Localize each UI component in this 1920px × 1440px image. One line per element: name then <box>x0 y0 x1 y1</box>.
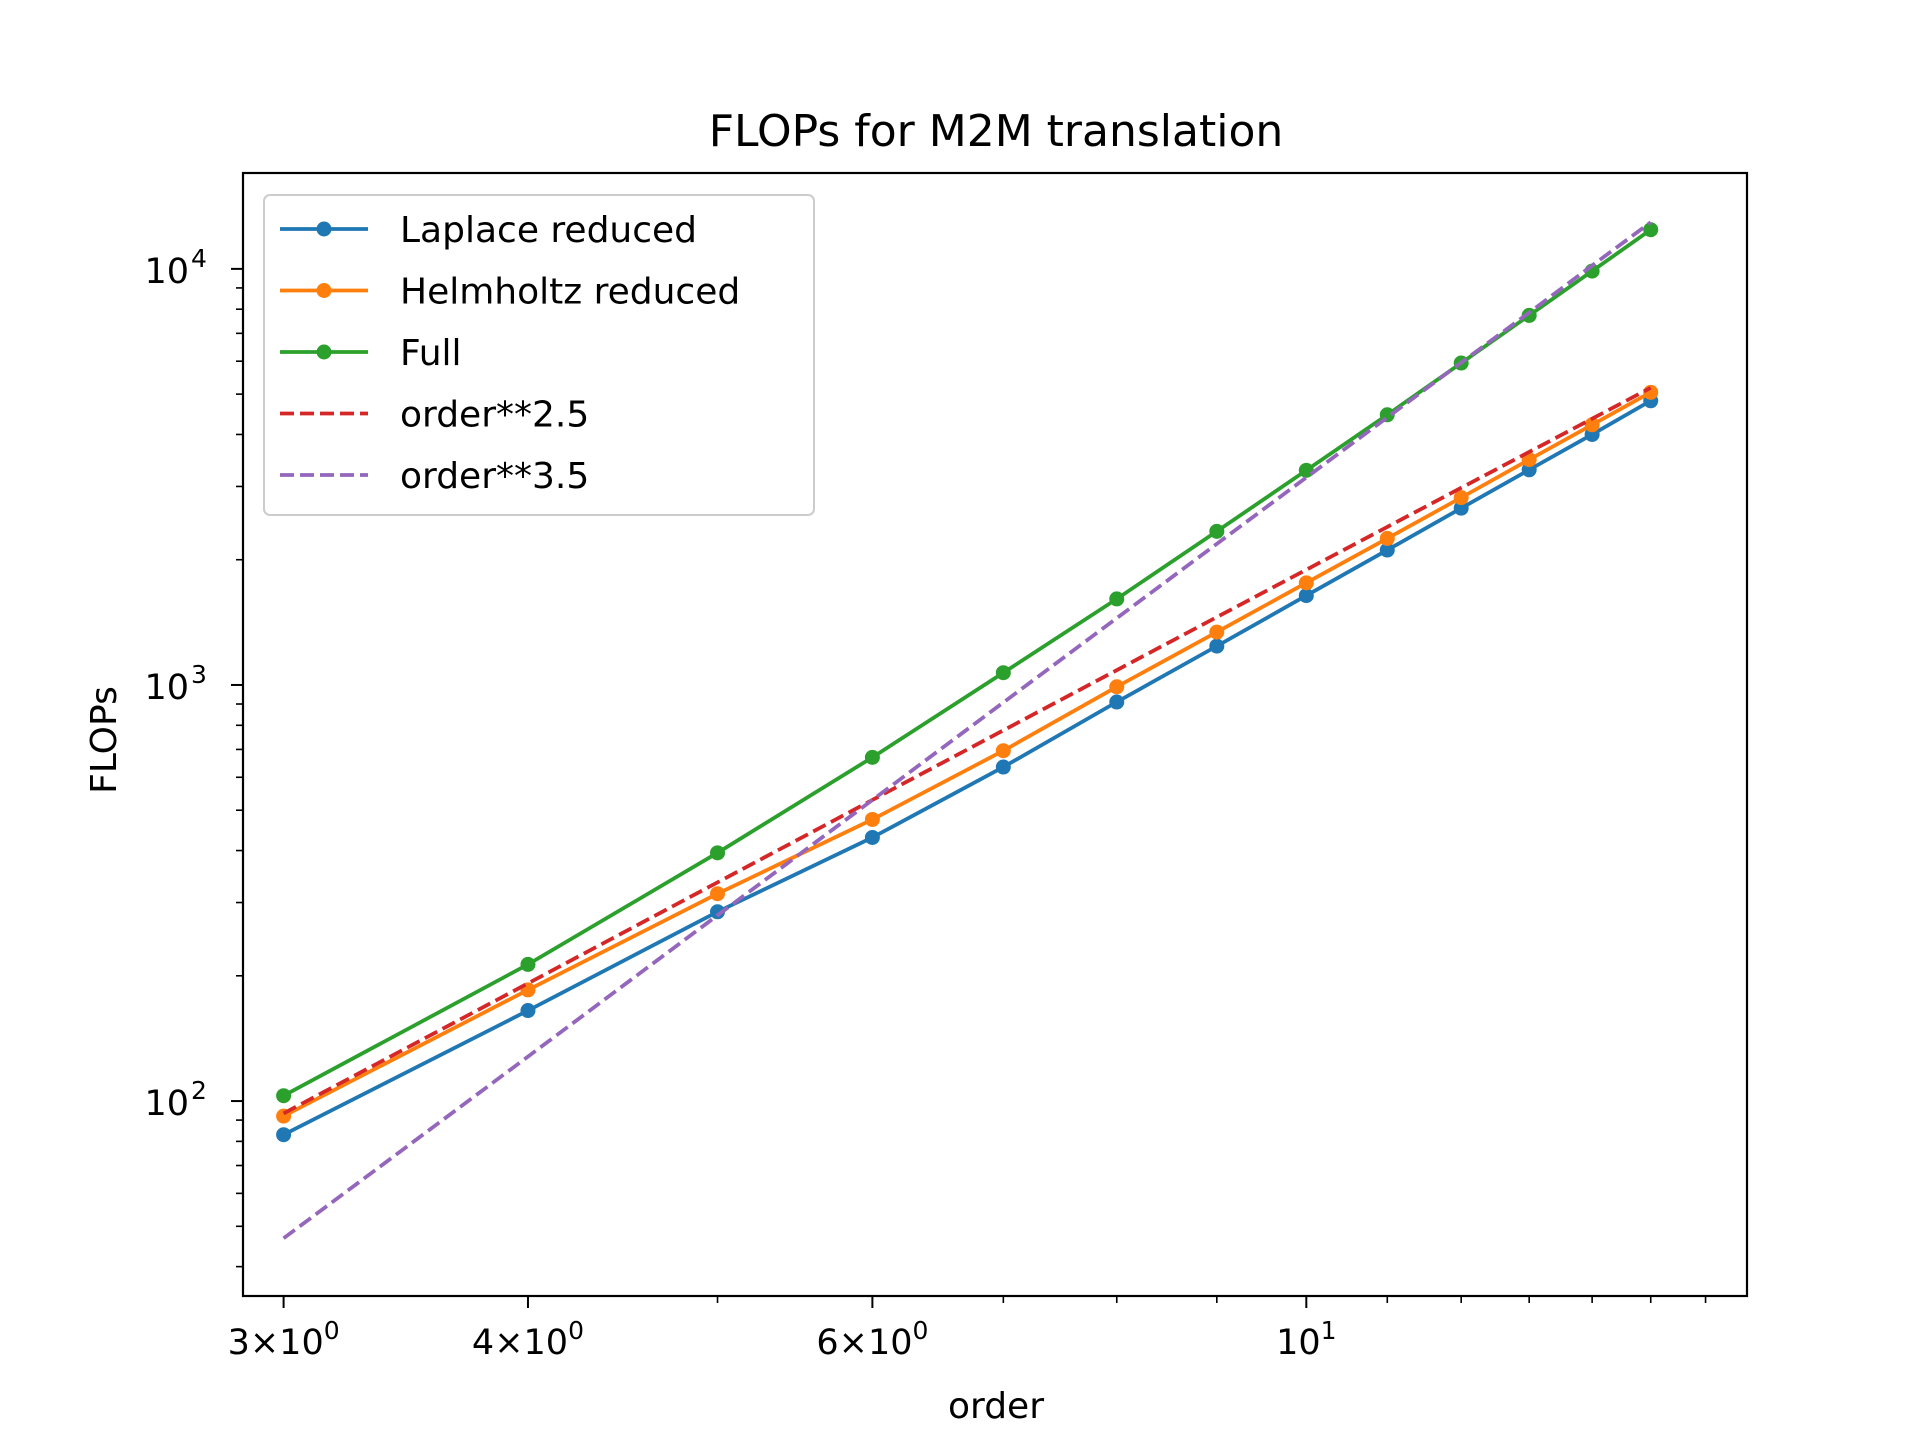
series-2-point-12 <box>1643 222 1659 238</box>
y-tick-exponent-1: 3 <box>191 660 207 689</box>
series-1-point-8 <box>1379 530 1395 546</box>
series-line-4 <box>282 220 1652 1240</box>
legend-label-1: Helmholtz reduced <box>400 272 740 313</box>
series-0-point-0 <box>276 1127 292 1143</box>
legend-label-2: Full <box>400 333 462 374</box>
x-tick-exponent-2: 0 <box>913 1316 929 1345</box>
axes-frame <box>241 171 1749 1298</box>
series-2-point-0 <box>276 1088 292 1104</box>
series-0-point-7 <box>1298 588 1314 604</box>
x-tick-exponent-1: 0 <box>568 1316 584 1345</box>
legend-entry-4: order**3.5 <box>280 456 589 497</box>
series-0-point-5 <box>1109 694 1125 710</box>
legend-entry-2: Full <box>280 333 462 374</box>
legend-entry-1: Helmholtz reduced <box>280 272 740 313</box>
x-tick-base-3: 10 <box>1276 1323 1321 1363</box>
series-layer <box>276 220 1659 1240</box>
y-tick-base-1: 10 <box>144 668 189 708</box>
x-tick-base-2: 10 <box>868 1323 913 1363</box>
x-tick-label-1: 4×100 <box>472 1316 584 1363</box>
y-tick-label-2: 10 <box>144 252 189 292</box>
x-tick-label-3: 101 <box>1276 1316 1336 1363</box>
x-tick-base-1: 10 <box>524 1323 569 1363</box>
legend-box <box>263 194 815 516</box>
y-axis-label: FLOPs <box>84 686 125 794</box>
x-tick-base-0: 10 <box>279 1323 324 1363</box>
legend-label-3: order**2.5 <box>400 395 589 436</box>
series-1-point-6 <box>1209 624 1225 640</box>
series-2-point-6 <box>1209 523 1225 539</box>
series-1-point-4 <box>995 743 1011 759</box>
x-tick-mantissa-2: 6 <box>816 1323 838 1363</box>
x-tick-exponent-0: 0 <box>324 1316 340 1345</box>
series-line-3 <box>282 386 1652 1116</box>
legend-marker-1 <box>316 283 332 298</box>
series-2-point-7 <box>1298 462 1314 478</box>
x-tick-label-0: 3×100 <box>228 1316 340 1363</box>
series-0-point-4 <box>995 759 1011 775</box>
y-tick-base-2: 10 <box>144 252 189 292</box>
series-0-point-6 <box>1209 638 1225 654</box>
series-1-point-3 <box>864 811 880 827</box>
series-0-point-8 <box>1379 542 1395 558</box>
series-0-point-9 <box>1453 500 1469 516</box>
series-1-point-7 <box>1298 575 1314 591</box>
x-tick-exponent-3: 1 <box>1321 1316 1337 1345</box>
legend-marker-2 <box>316 344 332 360</box>
series-2-point-5 <box>1109 591 1125 607</box>
x-tick-mantissa-0: 3 <box>228 1323 250 1363</box>
y-tick-base-0: 10 <box>144 1084 189 1124</box>
series-0-point-2 <box>710 904 726 920</box>
series-0-point-3 <box>864 829 880 845</box>
chart-title: FLOPs for M2M translation <box>709 106 1284 157</box>
series-1-point-5 <box>1109 679 1125 695</box>
x-axis-label: order <box>948 1386 1044 1427</box>
x-tick-times-1: × <box>494 1323 523 1363</box>
legend-label-4: order**3.5 <box>400 456 589 497</box>
legend-entry-0: Laplace reduced <box>280 210 697 251</box>
series-0-point-1 <box>520 1003 536 1019</box>
legend-label-0: Laplace reduced <box>400 210 697 251</box>
series-2-point-1 <box>520 956 536 972</box>
x-tick-times-2: × <box>839 1323 868 1363</box>
series-1-point-11 <box>1584 417 1600 433</box>
x-tick-label-2: 6×100 <box>816 1316 928 1363</box>
y-tick-exponent-2: 4 <box>191 244 207 273</box>
series-1-point-2 <box>710 886 726 902</box>
x-tick-times-0: × <box>250 1323 279 1363</box>
series-3 <box>282 386 1652 1116</box>
series-1-point-9 <box>1453 490 1469 506</box>
series-2-point-10 <box>1521 307 1537 323</box>
y-tick-exponent-0: 2 <box>191 1076 207 1105</box>
legend: Laplace reduced Helmholtz reduced Full orde… <box>263 194 815 516</box>
y-tick-label-1: 10 <box>144 668 189 708</box>
y-tick-label-0: 10 <box>144 1084 189 1124</box>
x-tick-mantissa-1: 4 <box>472 1323 494 1363</box>
legend-entry-3: order**2.5 <box>280 395 589 436</box>
legend-marker-0 <box>316 221 332 237</box>
series-2-point-4 <box>995 665 1011 681</box>
series-2-point-2 <box>710 845 726 861</box>
series-4 <box>282 220 1652 1240</box>
series-2-point-3 <box>864 749 880 765</box>
